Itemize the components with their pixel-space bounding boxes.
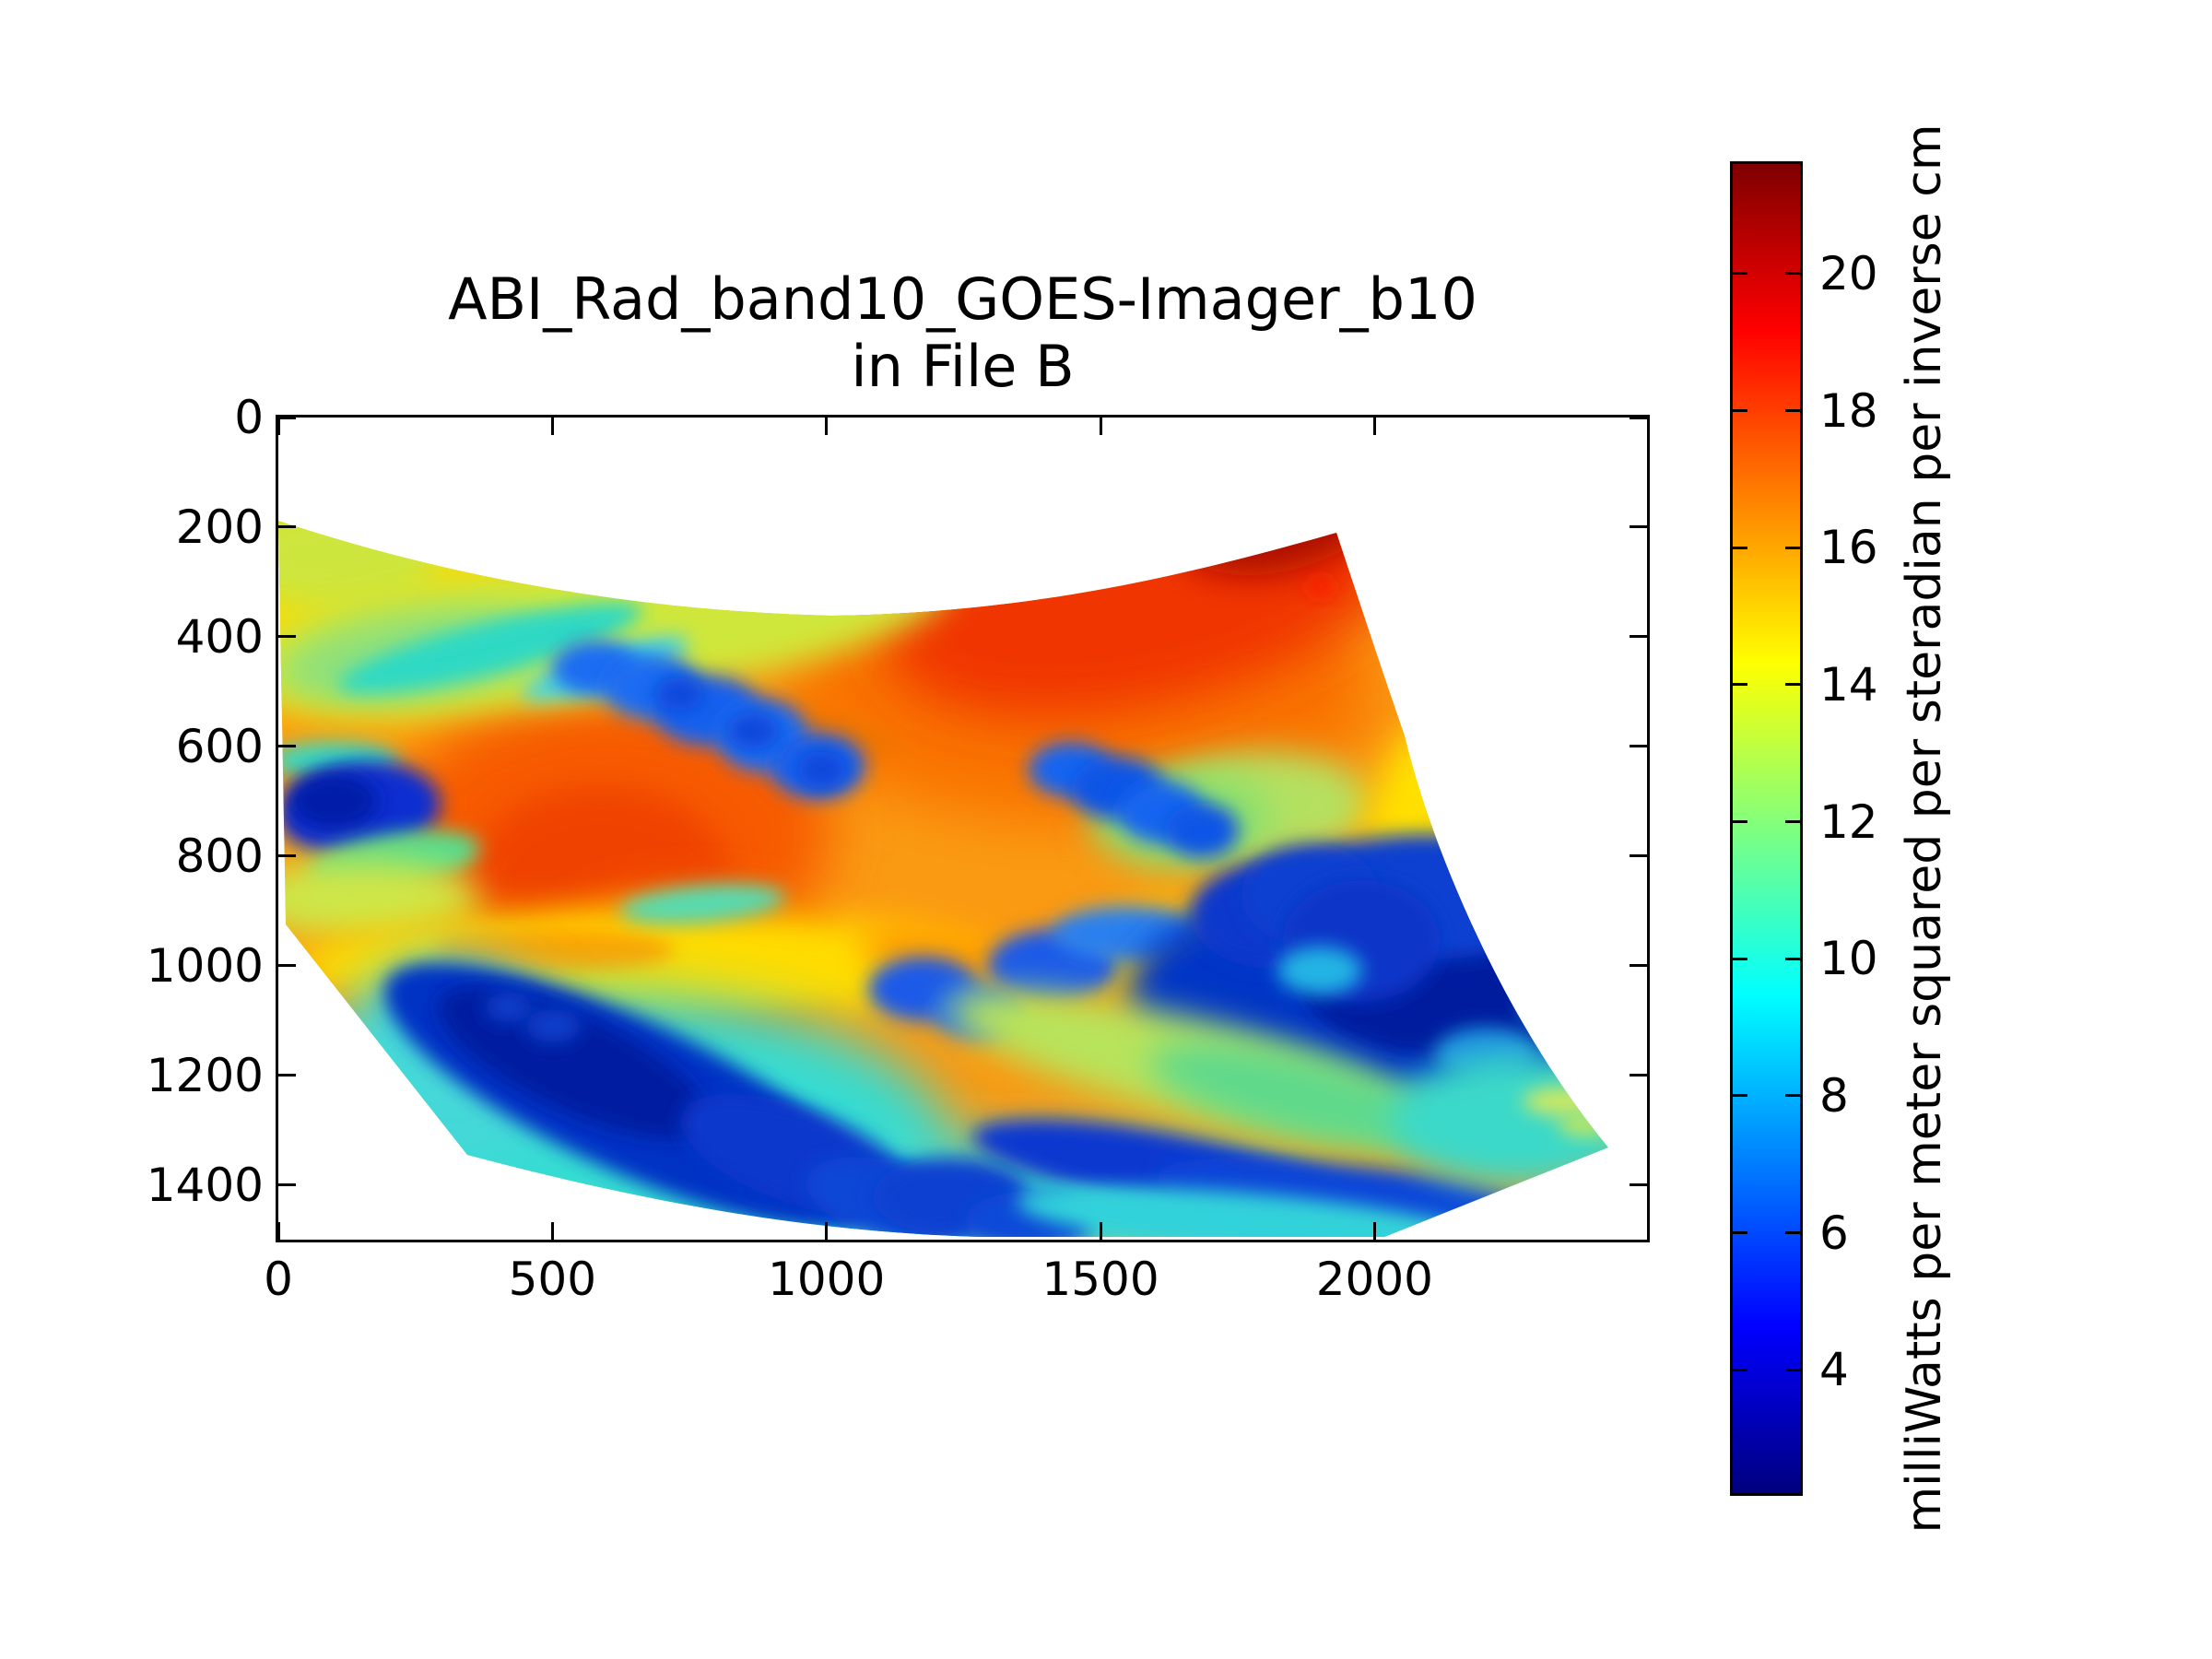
y-axis-tick	[1630, 854, 1647, 858]
colorbar-tick	[1733, 1368, 1747, 1371]
colorbar-tick	[1733, 957, 1747, 960]
colorbar-tick	[1785, 272, 1800, 276]
x-axis-tick	[1372, 1222, 1376, 1240]
colorbar-tick	[1785, 1094, 1800, 1098]
y-axis-tick	[1630, 525, 1647, 529]
colorbar-tick-label: 4	[1819, 1343, 1849, 1397]
colorbar-tick-label: 20	[1819, 246, 1878, 300]
colorbar-tick-label: 18	[1819, 383, 1878, 438]
y-axis-tick	[278, 1183, 296, 1187]
y-tick-label: 0	[234, 391, 264, 444]
satellite-swath-image	[278, 521, 1608, 1237]
colorbar-tick-label: 6	[1819, 1206, 1849, 1260]
y-axis-tick	[1630, 635, 1647, 639]
y-axis-tick	[278, 416, 296, 419]
y-tick-label: 1200	[146, 1048, 264, 1102]
y-axis-tick	[1630, 745, 1647, 748]
colorbar-tick-label: 10	[1819, 932, 1878, 986]
colorbar-tick	[1785, 683, 1800, 687]
colorbar-tick	[1733, 683, 1747, 687]
x-axis-tick	[276, 1222, 280, 1240]
colorbar-tick	[1785, 957, 1800, 960]
y-tick-label: 800	[175, 829, 264, 883]
colorbar-tick	[1733, 1094, 1747, 1098]
colorbar-gradient	[1733, 164, 1800, 1493]
x-axis-tick	[1099, 1222, 1102, 1240]
y-tick-label: 1000	[146, 938, 264, 993]
y-axis-tick	[278, 964, 296, 968]
y-tick-label: 200	[175, 500, 264, 554]
y-axis-tick	[278, 635, 296, 639]
colorbar-tick	[1733, 820, 1747, 824]
swath-color-field	[278, 521, 1608, 1237]
y-axis-tick	[1630, 1074, 1647, 1077]
colorbar-tick	[1733, 1231, 1747, 1235]
x-axis-tick	[825, 1222, 829, 1240]
colorbar-tick-label: 14	[1819, 657, 1878, 712]
y-tick-label: 400	[175, 609, 264, 664]
plot-title: ABI_Rad_band10_GOES-Imager_b10 in File B	[448, 265, 1477, 401]
x-axis-tick	[825, 418, 829, 435]
y-axis-tick	[1630, 1183, 1647, 1187]
x-axis-tick	[550, 418, 554, 435]
colorbar-tick	[1785, 820, 1800, 824]
colorbar-tick	[1733, 546, 1747, 549]
colorbar-tick-label: 8	[1819, 1068, 1849, 1123]
y-axis-tick	[1630, 416, 1647, 419]
colorbar-tick	[1785, 1231, 1800, 1235]
y-axis-tick	[278, 525, 296, 529]
y-axis-tick	[278, 745, 296, 748]
y-axis-tick	[278, 1074, 296, 1077]
y-axis-tick	[1630, 964, 1647, 968]
x-axis-tick	[550, 1222, 554, 1240]
x-tick-label: 2000	[1315, 1253, 1433, 1306]
colorbar-tick	[1733, 272, 1747, 276]
x-tick-label: 1500	[1041, 1253, 1159, 1306]
colorbar	[1730, 161, 1803, 1496]
colorbar-tick	[1785, 409, 1800, 413]
y-axis-tick	[278, 854, 296, 858]
colorbar-tick	[1785, 546, 1800, 549]
colorbar-tick-label: 12	[1819, 794, 1878, 849]
colorbar-tick	[1733, 409, 1747, 413]
colorbar-tick	[1785, 1368, 1800, 1371]
x-axis-tick	[276, 418, 280, 435]
colorbar-tick-label: 16	[1819, 521, 1878, 575]
x-tick-label: 500	[508, 1253, 597, 1306]
x-axis-tick	[1372, 418, 1376, 435]
x-tick-label: 0	[264, 1253, 293, 1306]
x-tick-label: 1000	[768, 1253, 886, 1306]
y-tick-label: 600	[175, 719, 264, 773]
y-tick-label: 1400	[146, 1158, 264, 1212]
x-axis-tick	[1099, 418, 1102, 435]
